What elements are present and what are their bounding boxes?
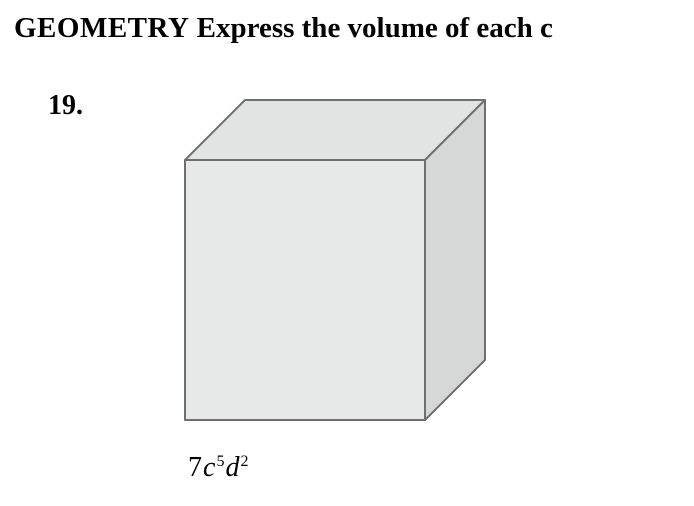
cube-figure	[165, 90, 495, 470]
cube-front-face	[185, 160, 425, 420]
edge-coef: 7	[188, 452, 202, 483]
cube-edge-label: 7c5d2	[188, 452, 249, 484]
edge-exp1: 5	[216, 453, 224, 470]
edge-exp2: 2	[240, 453, 248, 470]
cube-svg	[165, 90, 495, 440]
problem-number: 19.	[48, 90, 83, 122]
edge-var1: c	[203, 452, 215, 483]
title-heading: GEOMETRY	[14, 12, 189, 44]
title-rest: Express the volume of each c	[189, 12, 553, 44]
edge-var2: d	[225, 452, 239, 483]
page: GEOMETRY Express the volume of each c 19…	[0, 0, 694, 506]
page-title: GEOMETRY Express the volume of each c	[14, 12, 553, 45]
